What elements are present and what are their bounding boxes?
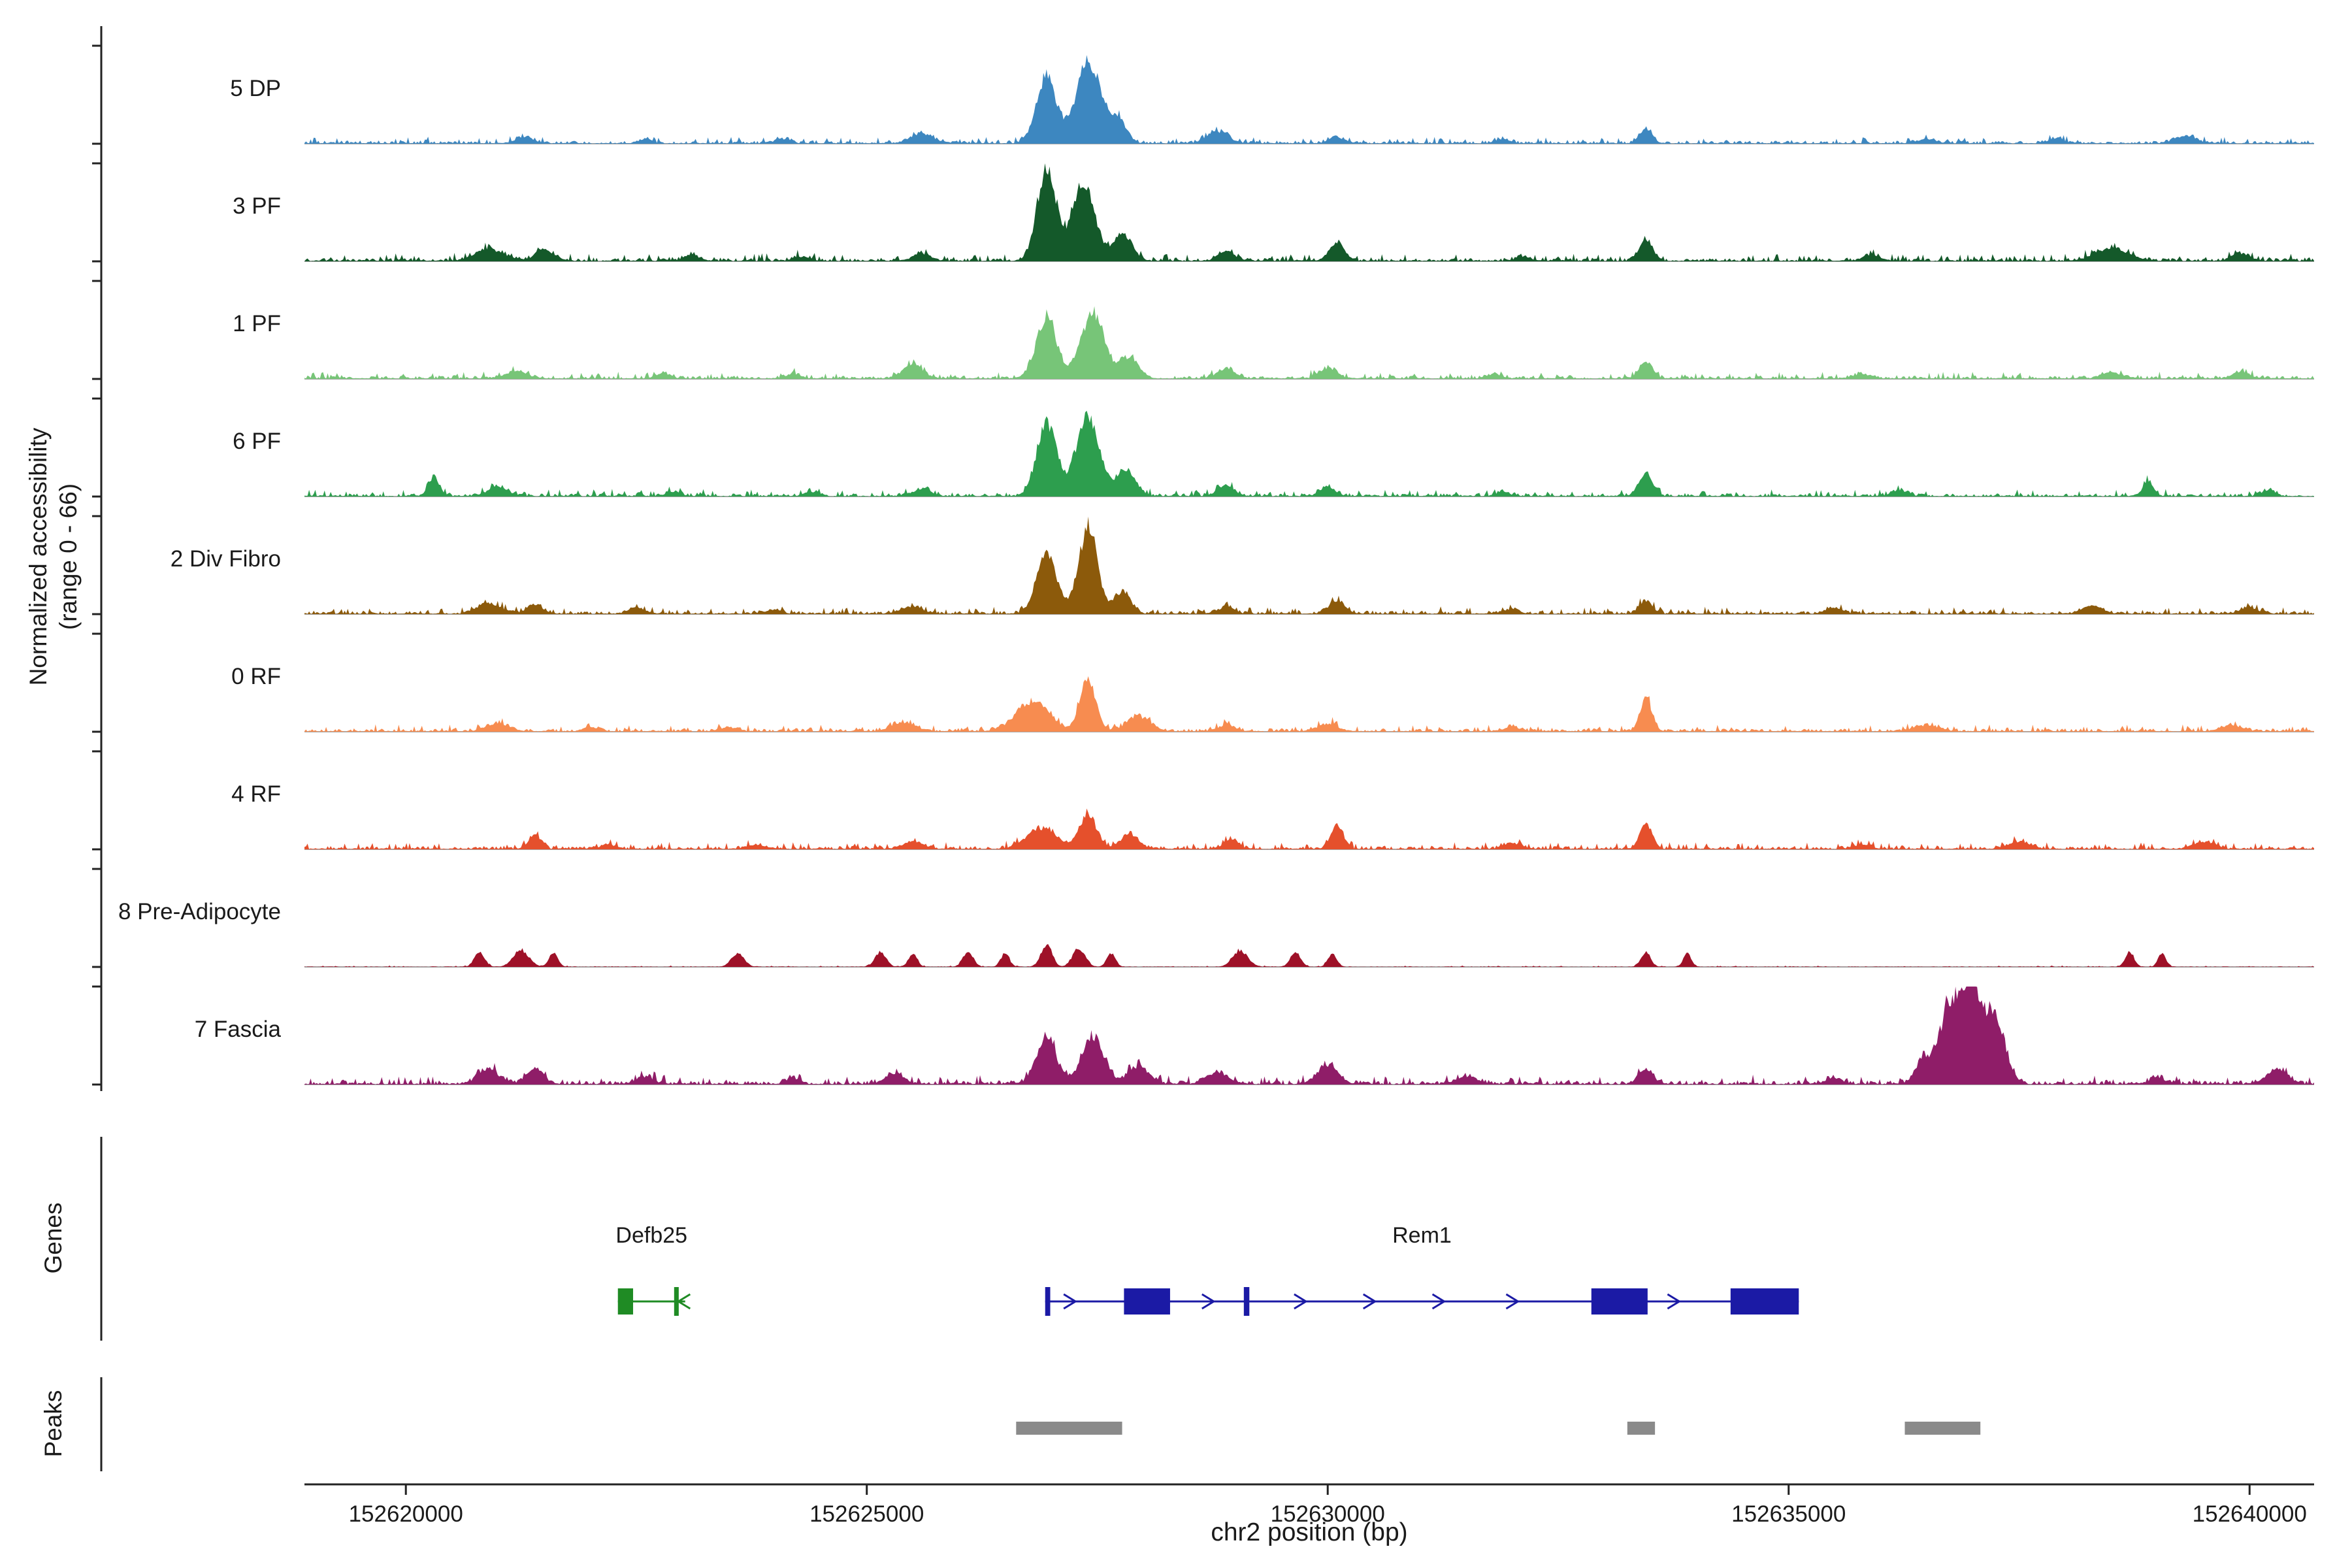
y-axis-label-line2: (range 0 - 66)	[55, 483, 82, 630]
gene-exon-bar	[1243, 1287, 1250, 1316]
signal-4-rf	[304, 808, 2314, 849]
gene-strand-arrow-icon	[1667, 1293, 1682, 1310]
peak-region	[1627, 1422, 1656, 1435]
signal-8-pre-adipocyte	[304, 943, 2314, 967]
track-label: 4 RF	[231, 781, 281, 807]
gene-strand-arrow-icon	[1431, 1293, 1446, 1310]
gene-strand-arrow-icon	[1063, 1293, 1078, 1310]
peaks-section-label: Peaks	[40, 1390, 67, 1458]
x-tick-label: 152630000	[1270, 1501, 1385, 1527]
signal-3-pf	[304, 163, 2314, 261]
signal-5-dp	[304, 55, 2314, 144]
signal-6-pf	[304, 410, 2314, 497]
gene-exon-bar	[674, 1287, 679, 1316]
x-tick-label: 152640000	[2192, 1501, 2307, 1527]
track-label: 8 Pre-Adipocyte	[118, 899, 281, 924]
gene-strand-arrow-icon	[1505, 1293, 1520, 1310]
signal-7-fascia	[304, 987, 2314, 1085]
x-axis-title: chr2 position (bp)	[1211, 1518, 1408, 1546]
track-label: 2 Div Fibro	[170, 546, 281, 572]
signal-1-pf	[304, 306, 2314, 379]
track-label: 6 PF	[233, 429, 281, 454]
gene-exon	[1124, 1288, 1170, 1315]
gene-strand-arrow-icon	[676, 1293, 691, 1310]
track-label: 5 DP	[230, 76, 281, 101]
track-label: 3 PF	[233, 193, 281, 219]
gene-name-label: Rem1	[1392, 1223, 1452, 1248]
x-tick-label: 152625000	[809, 1501, 924, 1527]
gene-exon	[1730, 1288, 1799, 1315]
gene-strand-arrow-icon	[1201, 1293, 1216, 1310]
x-tick-label: 152635000	[1731, 1501, 1846, 1527]
track-label: 7 Fascia	[194, 1017, 281, 1042]
gene-exon-bar	[1045, 1287, 1051, 1316]
gene-strand-arrow-icon	[1294, 1293, 1308, 1310]
x-tick-label: 152620000	[348, 1501, 463, 1527]
gene-exon	[1591, 1288, 1648, 1315]
y-axis-label: Normalized accessibility (range 0 - 66)	[24, 1, 84, 1112]
gene-strand-arrow-icon	[1362, 1293, 1377, 1310]
signal-2-div-fibro	[304, 516, 2314, 614]
track-label: 0 RF	[231, 664, 281, 689]
gene-name-label: Defb25	[615, 1223, 688, 1248]
track-label: 1 PF	[233, 311, 281, 336]
gene-exon	[617, 1288, 634, 1315]
y-axis-label-line1: Normalized accessibility	[25, 427, 52, 686]
peak-region	[1016, 1422, 1122, 1435]
peak-region	[1904, 1422, 1981, 1435]
signal-0-rf	[304, 676, 2314, 732]
